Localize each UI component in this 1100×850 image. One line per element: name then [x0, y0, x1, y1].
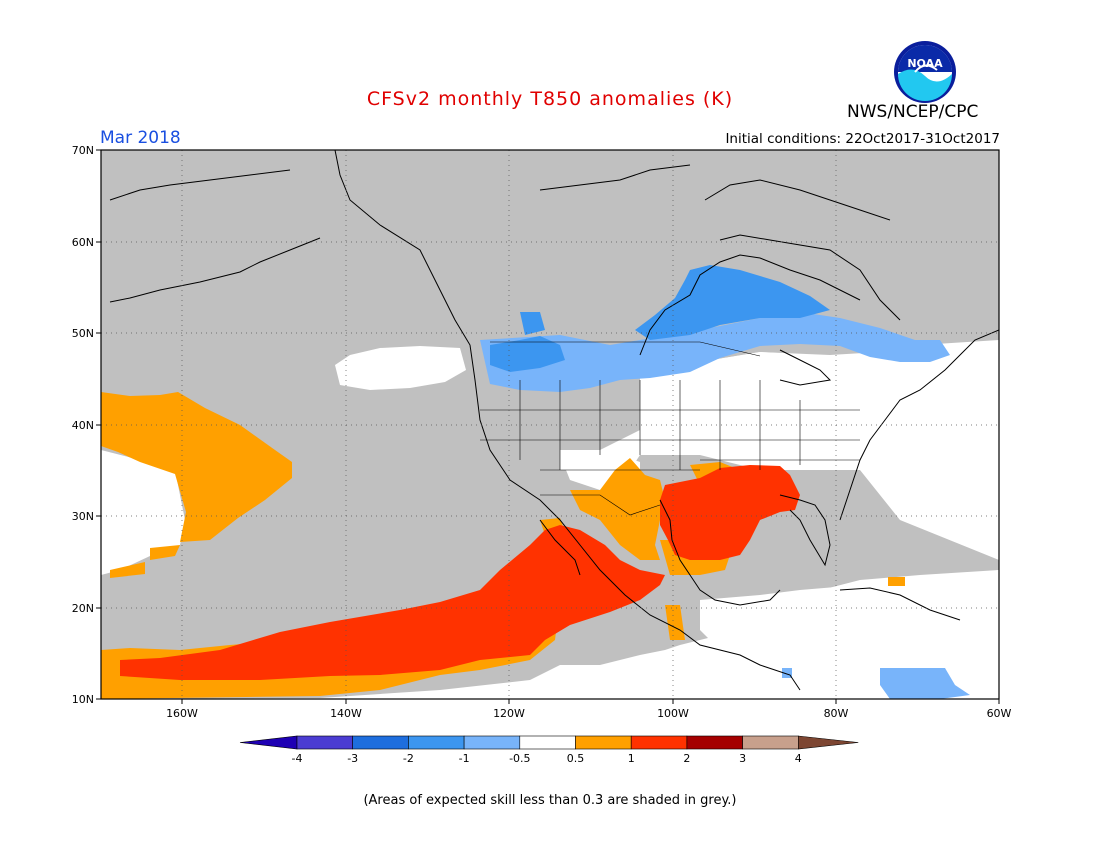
latitude-labels: 70N 60N 50N 40N 30N 20N 10N — [72, 144, 94, 706]
coastlines — [109, 150, 999, 691]
legend-label: 1 — [628, 752, 635, 765]
lat-label: 20N — [72, 602, 94, 615]
initial-conditions: Initial conditions: 22Oct2017-31Oct2017 — [725, 131, 1000, 147]
legend-label: -4 — [292, 752, 303, 765]
legend-swatch — [575, 735, 632, 750]
legend-arrow-high — [797, 735, 859, 750]
legend-swatch — [686, 735, 743, 750]
legend-label: 0.5 — [567, 752, 585, 765]
legend-swatch — [742, 735, 799, 750]
longitude-labels: 160W 140W 120W 100W 80W 60W — [166, 707, 1011, 720]
lon-label: 140W — [330, 707, 362, 720]
legend-swatch — [519, 735, 576, 750]
legend-swatch — [408, 735, 465, 750]
agency-label: NWS/NCEP/CPC — [847, 102, 979, 122]
legend-label: 3 — [739, 752, 746, 765]
near-normal-white-pacific — [335, 346, 466, 390]
political-boundaries — [480, 341, 860, 516]
lat-label: 30N — [72, 510, 94, 523]
color-legend: -4 -3 -2 -1 -0.5 0.5 1 2 3 4 — [239, 735, 859, 765]
legend-swatch — [463, 735, 521, 750]
legend-label: -3 — [347, 752, 358, 765]
anomaly-red-tropical — [120, 525, 665, 680]
lat-label: 70N — [72, 144, 94, 157]
logo-text: NOAA — [907, 57, 943, 70]
lon-label: 160W — [166, 707, 198, 720]
legend-arrow-low — [239, 735, 298, 750]
axis-ticks — [96, 149, 1000, 704]
lon-label: 100W — [657, 707, 689, 720]
legend-label: 2 — [683, 752, 690, 765]
lon-label: 60W — [987, 707, 1012, 720]
anomaly-red-southeast — [660, 465, 800, 560]
forecast-month: Mar 2018 — [100, 128, 181, 148]
anomaly-light-blue-north — [480, 312, 950, 392]
legend-swatch — [630, 735, 688, 750]
lat-label: 50N — [72, 327, 94, 340]
lon-label: 80W — [824, 707, 849, 720]
anomaly-blue-north — [635, 265, 830, 340]
lat-label: 10N — [72, 693, 94, 706]
lat-label: 40N — [72, 419, 94, 432]
skill-note: (Areas of expected skill less than 0.3 a… — [363, 793, 737, 808]
legend-swatch — [296, 735, 354, 750]
legend-label: 4 — [795, 752, 802, 765]
legend-swatch — [352, 735, 409, 750]
noaa-logo-icon: NOAA — [894, 41, 956, 103]
anomaly-orange-pacific — [101, 392, 292, 542]
legend-label: -0.5 — [509, 752, 530, 765]
lat-label: 60N — [72, 236, 94, 249]
legend-label: -2 — [403, 752, 414, 765]
lon-label: 120W — [493, 707, 525, 720]
legend-label: -1 — [459, 752, 470, 765]
shading-layer — [101, 150, 999, 699]
map-title: CFSv2 monthly T850 anomalies (K) — [366, 88, 734, 110]
